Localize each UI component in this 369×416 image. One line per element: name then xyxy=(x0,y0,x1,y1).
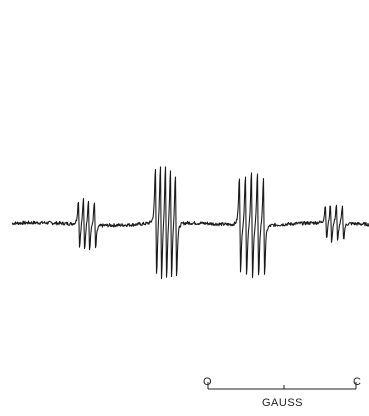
scale-bar: O C GAUSS xyxy=(203,376,361,409)
scale-right-label: C xyxy=(353,376,361,388)
scale-unit-label: GAUSS xyxy=(262,397,303,409)
scale-left-label: O xyxy=(203,376,212,388)
spectrum-trace-group xyxy=(11,166,369,280)
spectrum-trace-line xyxy=(11,166,369,280)
